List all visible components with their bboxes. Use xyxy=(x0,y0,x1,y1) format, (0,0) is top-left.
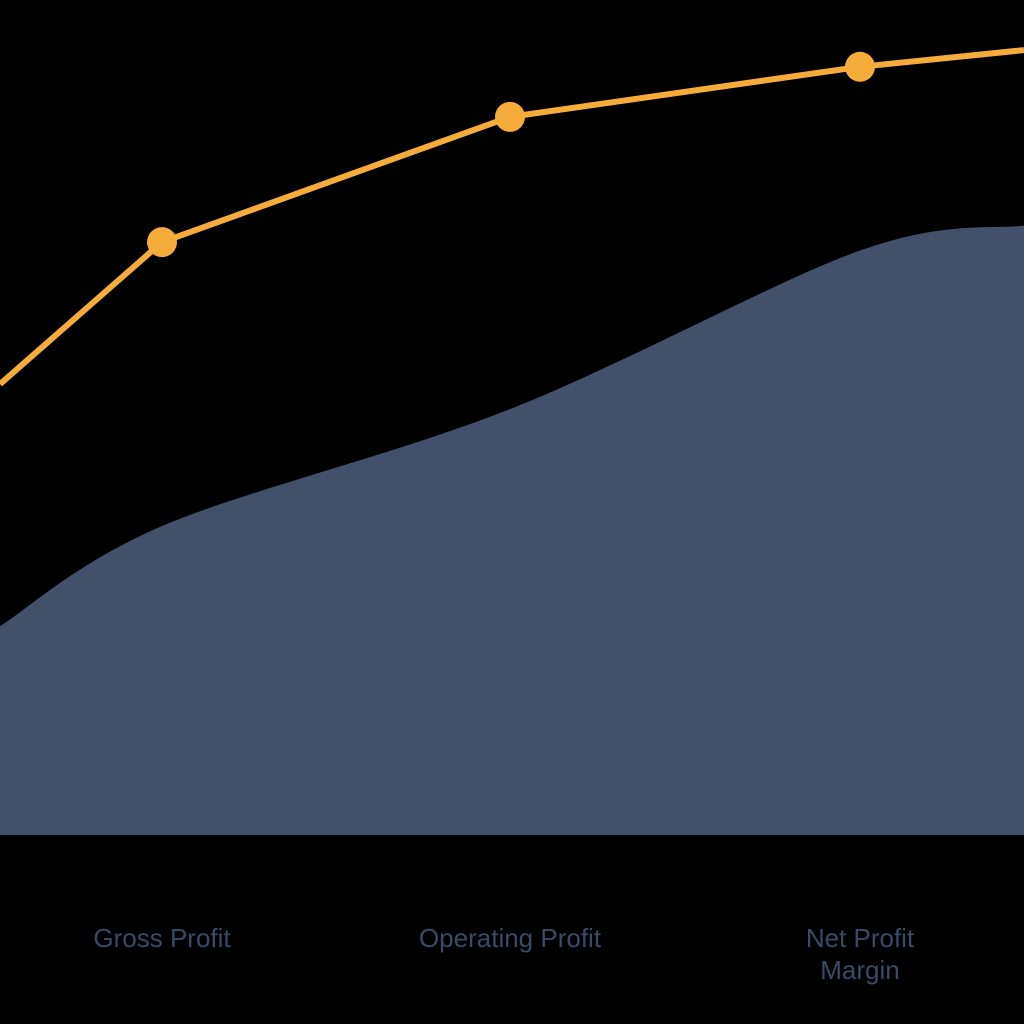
area-series xyxy=(0,225,1024,835)
area-fill xyxy=(0,225,1024,835)
line-point-2 xyxy=(495,101,525,132)
line-point-3 xyxy=(845,51,875,82)
category-labels: Gross Profit Operating Profit Net Profit Ma… xyxy=(93,923,915,985)
category-label-line: Margin xyxy=(820,955,899,985)
category-label-3: Net Profit Margin xyxy=(806,923,915,985)
category-label-1: Gross Profit xyxy=(93,923,231,953)
category-label-line: Gross Profit xyxy=(93,923,231,953)
category-label-2: Operating Profit xyxy=(419,923,602,953)
category-label-line: Net Profit xyxy=(806,923,915,953)
line-point-1 xyxy=(147,227,177,258)
line-points xyxy=(147,51,875,258)
category-label-line: Operating Profit xyxy=(419,923,602,953)
